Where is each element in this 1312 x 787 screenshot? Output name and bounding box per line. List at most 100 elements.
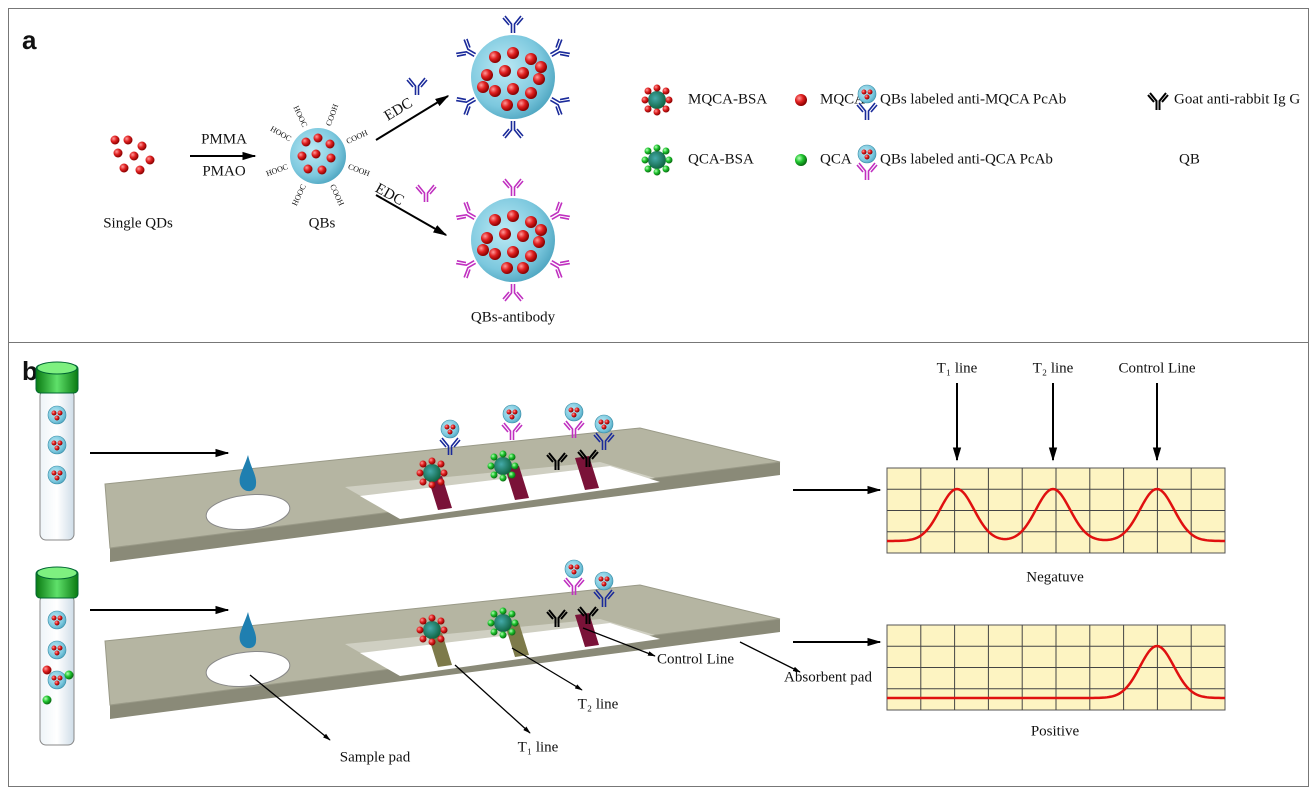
graph-line-label: T₂ line [1033,360,1074,376]
carboxyl-label: COOH [345,128,370,146]
antibody [503,16,523,33]
legend-label: QBs labeled anti-QCA PcAb [880,151,1053,167]
edc-label: EDC [372,181,406,210]
legend-label: QB [1179,151,1200,167]
bsa-conjugate [417,458,448,489]
quantum-dot [535,61,547,73]
quantum-dot [525,53,537,65]
quantum-dot [533,73,545,85]
tube-conjugate [48,611,66,629]
tube-conjugate [48,671,66,689]
quantum-dot [489,214,501,226]
labeled-antibody [564,560,584,595]
single-qds-icon [111,136,155,175]
quantum-dot [535,224,547,236]
quantum-dot [507,246,519,258]
quantum-dot [501,99,513,111]
legend-icon [857,145,877,180]
bsa-conjugate [488,608,519,639]
antibody [503,284,523,301]
sample-drop [240,612,257,648]
legend-icon [795,154,807,166]
quantum-dot [477,244,489,256]
sample-drop [240,455,257,491]
result-label: Negatuve [1026,569,1084,585]
reagent-label: PMMA [201,131,247,147]
quantum-dot [525,216,537,228]
tube-conjugate [48,641,66,659]
legend-label: QCA-BSA [688,151,754,167]
carboxyl-label: HOOC [265,162,289,178]
carboxyl-label: COOH [324,103,340,128]
quantum-dot [507,47,519,59]
quantum-dot [525,250,537,262]
single-qds-label: Single QDs [103,215,173,231]
tube-analyte [43,696,52,705]
strip-label: Control Line [657,651,734,667]
graph-line-label: Control Line [1118,360,1195,376]
strip-label: Sample pad [340,749,411,765]
reagent-label: PMAO [202,163,246,179]
tube-cap-top [37,362,77,374]
antibody [503,179,523,196]
qb-particle [290,128,346,184]
legend-label: QCA [820,151,852,167]
leader-line [740,642,800,672]
strip-label: T₂ line [578,696,619,712]
legend-label: Goat anti-rabbit Ig G [1174,91,1300,107]
result-label: Positive [1031,723,1080,739]
tube-conjugate [48,466,66,484]
antibody-icon [416,185,436,202]
labeled-antibody [502,405,522,440]
labeled-antibody [564,403,584,438]
quantum-dot [517,262,529,274]
tube-conjugate [48,406,66,424]
quantum-dot [501,262,513,274]
bsa-conjugate [488,451,519,482]
legend-icon [642,145,673,176]
qb-antibody-conjugate [455,16,571,138]
quantum-dot [533,236,545,248]
qb-antibody-conjugate [455,179,571,301]
antibody-icon [407,78,427,95]
legend-icon [642,85,673,116]
quantum-dot [481,232,493,244]
legend-label: QBs labeled anti-MQCA PcAb [880,91,1066,107]
legend-label: MQCA-BSA [688,91,767,107]
panel-label: a [22,25,37,55]
tube-cap-top [37,567,77,579]
graph-line-label: T₁ line [937,360,978,376]
leader-line [455,665,530,733]
quantum-dot [489,85,501,97]
quantum-dot [499,228,511,240]
strip-label: Absorbent pad [784,669,872,685]
qbs-antibody-label: QBs-antibody [471,309,556,325]
carboxyl-label: HOOC [290,183,308,207]
panel-b-frame [9,343,1309,787]
quantum-dot [517,230,529,242]
carboxyl-label: COOH [328,183,346,208]
figure: a Single QDs PMMA PMAO HOOCHOOCCOOHCOOHC… [0,0,1312,787]
carboxyl-label: HOOC [291,104,309,128]
bsa-conjugate [417,615,448,646]
quantum-dot [499,65,511,77]
tube-conjugate [48,436,66,454]
quantum-dot [489,248,501,260]
qbs-label: QBs [309,215,336,231]
quantum-dot [481,69,493,81]
strip-label: T₁ line [518,739,559,755]
tube-analyte [43,666,52,675]
tube-analyte [65,671,74,680]
carboxyl-label: HOOC [269,124,293,143]
quantum-dot [489,51,501,63]
legend-icon [795,94,807,106]
quantum-dot [517,67,529,79]
antibody [503,121,523,138]
quantum-dot [525,87,537,99]
quantum-dot [477,81,489,93]
quantum-dot [507,83,519,95]
carboxyl-label: COOH [347,162,372,178]
quantum-dot [507,210,519,222]
quantum-dot [517,99,529,111]
legend-icon [1148,93,1168,110]
